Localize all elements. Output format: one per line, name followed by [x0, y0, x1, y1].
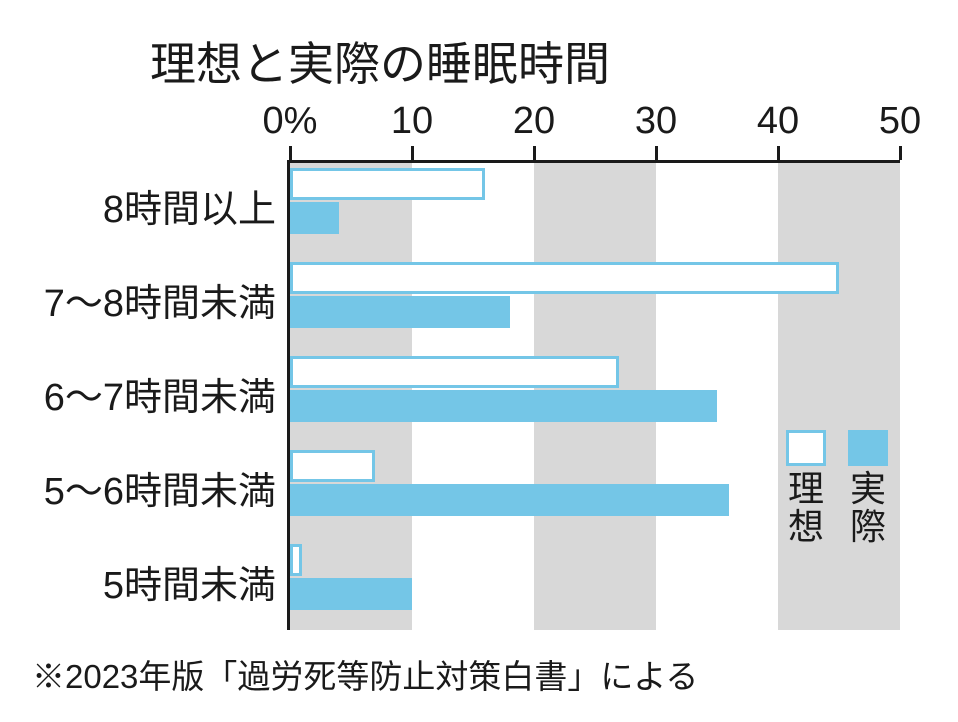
x-tick: [777, 146, 780, 160]
x-tick-label: 50: [850, 100, 950, 143]
x-tick-label: 10: [362, 100, 462, 143]
grid-band: [778, 160, 900, 630]
legend-label-char: 想: [782, 508, 830, 546]
chart-title: 理想と実際の睡眠時間: [150, 28, 610, 94]
x-tick-label: 20: [484, 100, 584, 143]
category-label: 5～6時間未満: [44, 460, 276, 515]
bar-actual: [290, 296, 510, 328]
bar-actual: [290, 390, 717, 422]
category-label: 5時間未満: [103, 554, 276, 609]
bar-ideal: [290, 168, 485, 200]
x-tick: [411, 146, 414, 160]
x-tick: [289, 146, 292, 160]
x-tick: [899, 146, 902, 160]
bar-actual: [290, 202, 339, 234]
bar-actual: [290, 578, 412, 610]
legend-label-char: 理: [782, 470, 830, 508]
sleep-hours-chart: 理想と実際の睡眠時間 0% 10 20 30 40 50 8時間以上 7～8時間未満 6～7時間未…: [0, 0, 958, 722]
x-axis-line: [290, 160, 900, 163]
bar-ideal: [290, 356, 619, 388]
bar-actual: [290, 484, 729, 516]
legend-label-char: 際: [844, 508, 892, 546]
plot-area: [290, 160, 900, 630]
category-label: 8時間以上: [103, 178, 276, 233]
legend-swatch-actual: [848, 430, 888, 466]
chart-footnote: ※2023年版「過労死等防止対策白書」による: [32, 650, 698, 698]
bar-ideal: [290, 262, 839, 294]
legend-label-char: 実: [844, 470, 892, 508]
x-tick: [533, 146, 536, 160]
category-label: 6～7時間未満: [44, 366, 276, 421]
y-axis-line: [287, 160, 290, 630]
x-tick-label: 0%: [240, 100, 340, 143]
x-tick-label: 40: [728, 100, 828, 143]
category-label: 7～8時間未満: [44, 272, 276, 327]
bar-ideal: [290, 450, 375, 482]
bar-ideal: [290, 544, 302, 576]
legend-label-actual: 実際: [844, 470, 892, 546]
legend-label-ideal: 理想: [782, 470, 830, 546]
x-tick: [655, 146, 658, 160]
legend-swatch-ideal: [786, 430, 826, 466]
x-tick-label: 30: [606, 100, 706, 143]
